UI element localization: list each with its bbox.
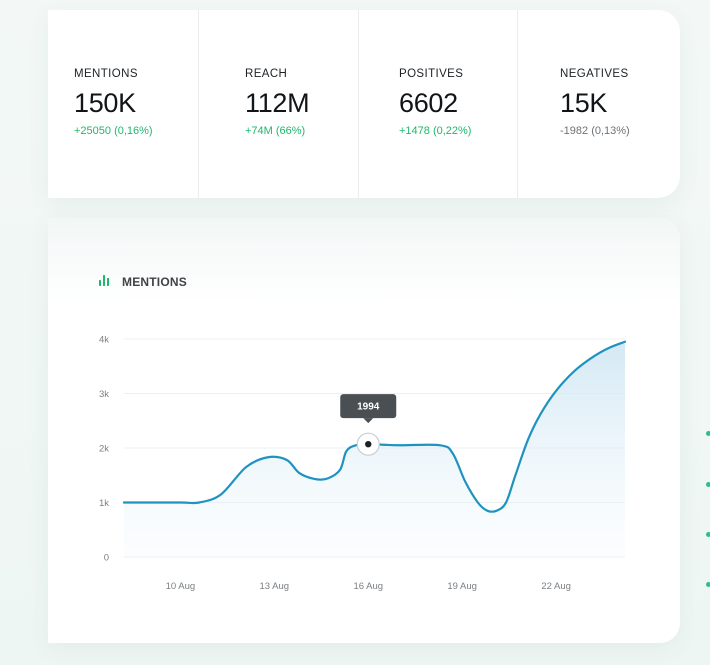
- stat-delta: +74M (66%): [245, 125, 306, 137]
- stat-label: NEGATIVES: [560, 68, 629, 80]
- tooltip-value: 1994: [357, 402, 380, 413]
- highlight-point[interactable]: [365, 440, 372, 448]
- bar-chart-icon: [99, 275, 109, 286]
- stat-delta: +1478 (0,22%): [399, 125, 472, 137]
- stat-value: 112M: [245, 88, 310, 118]
- y-tick-label: 0: [104, 553, 109, 564]
- stat-positives[interactable]: POSITIVES 6602 +1478 (0,22%): [358, 10, 517, 198]
- side-dot: [706, 482, 710, 487]
- mentions-chart-card: MENTIONS 0 1k 2k 3k 4k 10 Aug 13 Aug 16 Aug 19 A…: [48, 218, 680, 643]
- stat-delta: -1982 (0,13%): [560, 125, 630, 137]
- y-tick-label: 2k: [99, 444, 109, 455]
- y-tick-label: 1k: [99, 498, 109, 509]
- tooltip-pointer: [363, 418, 374, 424]
- side-dot: [706, 532, 710, 537]
- y-tick-label: 3k: [99, 389, 109, 400]
- y-tick-label: 4k: [99, 335, 109, 346]
- chart-title: MENTIONS: [122, 275, 187, 289]
- data-tooltip: 1994: [340, 394, 397, 424]
- tooltip-box: [340, 394, 397, 419]
- stat-reach[interactable]: REACH 112M +74M (66%): [198, 10, 358, 198]
- stat-value: 6602: [399, 88, 458, 118]
- x-tick-label: 10 Aug: [166, 581, 196, 592]
- stat-mentions[interactable]: MENTIONS 150K +25050 (0,16%): [48, 10, 198, 198]
- side-dot: [706, 431, 710, 436]
- stat-value: 150K: [74, 88, 136, 118]
- side-dot: [706, 582, 710, 587]
- stat-label: MENTIONS: [74, 68, 138, 80]
- stat-label: POSITIVES: [399, 68, 464, 80]
- stat-value: 15K: [560, 88, 608, 118]
- x-tick-label: 13 Aug: [260, 581, 290, 592]
- stat-negatives[interactable]: NEGATIVES 15K -1982 (0,13%): [517, 10, 680, 198]
- stats-summary-card: MENTIONS 150K +25050 (0,16%) REACH 112M …: [48, 10, 680, 198]
- x-tick-label: 22 Aug: [541, 581, 571, 592]
- stat-label: REACH: [245, 68, 288, 80]
- x-tick-label: 16 Aug: [353, 581, 383, 592]
- series-line: [122, 340, 627, 513]
- x-tick-label: 19 Aug: [447, 581, 477, 592]
- stat-delta: +25050 (0,16%): [74, 125, 153, 137]
